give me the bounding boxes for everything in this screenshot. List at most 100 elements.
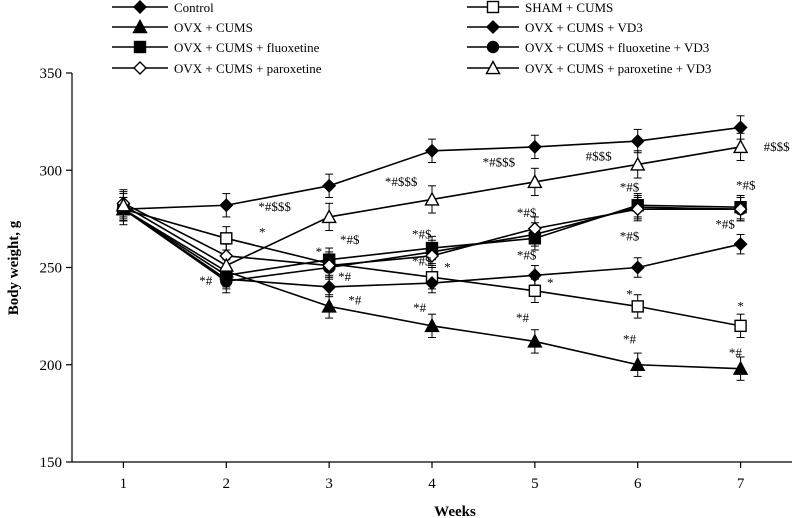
data-point — [734, 319, 747, 333]
legend-marker — [132, 19, 148, 34]
data-point — [322, 178, 337, 193]
x-tick-label: 4 — [428, 476, 436, 492]
legend-label: OVX + CUMS + fluoxetine + VD3 — [525, 40, 709, 55]
data-point — [733, 120, 748, 135]
y-tick-label: 200 — [40, 358, 63, 374]
legend-label: OVX + CUMS + VD3 — [525, 20, 643, 35]
significance-label: *# — [199, 273, 213, 288]
significance-label: *# — [516, 310, 530, 325]
data-point — [527, 268, 542, 283]
x-tick-label: 7 — [737, 476, 745, 492]
data-point — [425, 276, 439, 291]
data-point — [527, 221, 542, 236]
data-point — [733, 202, 748, 217]
legend-marker — [133, 0, 147, 14]
legend-label: OVX + CUMS + paroxetine — [174, 61, 322, 76]
significance-label: *#$$$ — [258, 199, 291, 214]
y-axis-title: Body weight, g — [6, 220, 22, 315]
data-point — [424, 191, 440, 206]
x-tick-label: 2 — [223, 476, 231, 492]
legend-entry: OVX + CUMS + fluoxetine — [112, 40, 320, 55]
legend: Control SHAM + CUMS OVX + CUMS OVX + CUMS +… — [112, 0, 711, 76]
data-point — [220, 274, 233, 288]
data-point — [219, 198, 234, 213]
axes: 150 200 250 300 350 1 2 3 4 5 6 7 — [40, 66, 792, 492]
data-point — [322, 279, 337, 294]
legend-entry: OVX + CUMS + VD3 — [467, 20, 643, 35]
legend-entry: OVX + CUMS — [112, 19, 253, 35]
significance-label: #$$$ — [586, 149, 613, 164]
significance-label: *# — [413, 300, 427, 315]
data-point — [321, 208, 337, 224]
data-point — [425, 143, 439, 158]
significance-label: * — [626, 287, 633, 302]
legend-marker — [486, 20, 500, 34]
data-point — [425, 248, 439, 263]
legend-marker — [486, 40, 500, 54]
significance-label: *# — [623, 331, 637, 346]
significance-label: *#$$$ — [385, 174, 418, 189]
legend-entry: Control — [112, 0, 214, 15]
significance-label: *# — [338, 269, 352, 284]
data-point — [733, 237, 748, 252]
significance-label: * — [547, 275, 554, 290]
y-tick-label: 350 — [40, 66, 63, 82]
data-point — [630, 134, 645, 149]
legend-marker — [485, 60, 501, 75]
x-axis-title: Weeks — [434, 504, 476, 518]
legend-label: OVX + CUMS + fluoxetine — [174, 40, 320, 55]
legend-entry: OVX + CUMS + fluoxetine + VD3 — [467, 40, 709, 55]
x-tick-label: 6 — [634, 476, 642, 492]
data-point — [732, 360, 749, 375]
legend-marker — [486, 0, 500, 14]
significance-label: *# — [348, 292, 362, 307]
significance-label: * — [737, 298, 744, 313]
significance-label: *# — [729, 345, 743, 360]
significance-label: *#$ — [412, 226, 432, 241]
data-point — [527, 139, 542, 154]
legend-entry: OVX + CUMS + paroxetine — [112, 61, 322, 76]
data-point — [631, 300, 644, 313]
legend-entry: OVX + CUMS + paroxetine + VD3 — [467, 60, 711, 76]
data-point — [424, 317, 440, 333]
legend-marker — [133, 40, 147, 54]
data-point — [218, 257, 234, 272]
x-tick-label: 3 — [325, 476, 333, 492]
significance-label: *#$ — [620, 180, 640, 195]
y-tick-label: 300 — [40, 163, 63, 179]
significance-label: *#$ — [412, 254, 432, 269]
significance-label: * — [316, 244, 323, 259]
legend-label: SHAM + CUMS — [525, 0, 613, 15]
x-tick-label: 1 — [120, 476, 128, 492]
annotations: **#**#$*#*#*#$$$*#$$$*#$*#$ **#*#$$$*#$*#… — [199, 139, 790, 360]
significance-label: *#$$$ — [483, 154, 516, 169]
legend-label: Control — [174, 0, 214, 15]
data-point — [630, 356, 646, 371]
legend-label: OVX + CUMS — [174, 20, 253, 35]
data-point — [321, 298, 337, 313]
significance-label: *#$ — [340, 232, 360, 247]
x-tick-label: 5 — [531, 476, 539, 492]
data-point — [630, 156, 646, 171]
significance-label: * — [444, 259, 451, 274]
data-point — [527, 333, 543, 348]
significance-label: *#$ — [517, 205, 537, 220]
y-tick-label: 250 — [40, 261, 63, 277]
significance-label: *#$ — [715, 217, 735, 232]
plot-area: **#**#$*#*#*#$$$*#$$$*#$*#$ **#*#$$$*#$*#… — [115, 115, 790, 381]
significance-label: #$$$ — [764, 139, 791, 154]
y-tick-label: 150 — [40, 455, 63, 471]
significance-label: * — [259, 224, 266, 239]
legend-marker — [133, 61, 147, 75]
data-point — [630, 260, 645, 275]
data-point — [732, 138, 749, 154]
data-point — [527, 173, 543, 189]
significance-label: *#$ — [517, 248, 537, 263]
data-point — [220, 232, 233, 245]
legend-entry: SHAM + CUMS — [467, 0, 613, 15]
legend-label: OVX + CUMS + paroxetine + VD3 — [525, 61, 711, 76]
data-point — [630, 202, 645, 217]
data-point — [322, 258, 337, 273]
significance-label: *#$ — [736, 178, 756, 193]
